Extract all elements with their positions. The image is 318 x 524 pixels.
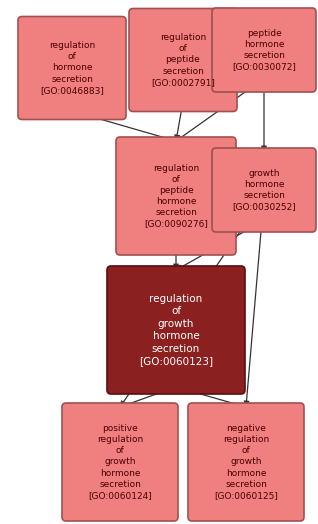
Text: regulation
of
peptide
secretion
[GO:0002791]: regulation of peptide secretion [GO:0002… [151,34,215,86]
Text: peptide
hormone
secretion
[GO:0030072]: peptide hormone secretion [GO:0030072] [232,29,296,71]
Text: regulation
of
hormone
secretion
[GO:0046883]: regulation of hormone secretion [GO:0046… [40,41,104,95]
FancyBboxPatch shape [212,8,316,92]
FancyBboxPatch shape [188,403,304,521]
FancyBboxPatch shape [116,137,236,255]
FancyBboxPatch shape [107,266,245,394]
Text: regulation
of
growth
hormone
secretion
[GO:0060123]: regulation of growth hormone secretion [… [139,294,213,366]
FancyBboxPatch shape [212,148,316,232]
FancyBboxPatch shape [18,16,126,119]
FancyBboxPatch shape [129,8,237,112]
Text: regulation
of
peptide
hormone
secretion
[GO:0090276]: regulation of peptide hormone secretion … [144,163,208,228]
Text: negative
regulation
of
growth
hormone
secretion
[GO:0060125]: negative regulation of growth hormone se… [214,424,278,500]
Text: positive
regulation
of
growth
hormone
secretion
[GO:0060124]: positive regulation of growth hormone se… [88,424,152,500]
Text: growth
hormone
secretion
[GO:0030252]: growth hormone secretion [GO:0030252] [232,169,296,211]
FancyBboxPatch shape [62,403,178,521]
